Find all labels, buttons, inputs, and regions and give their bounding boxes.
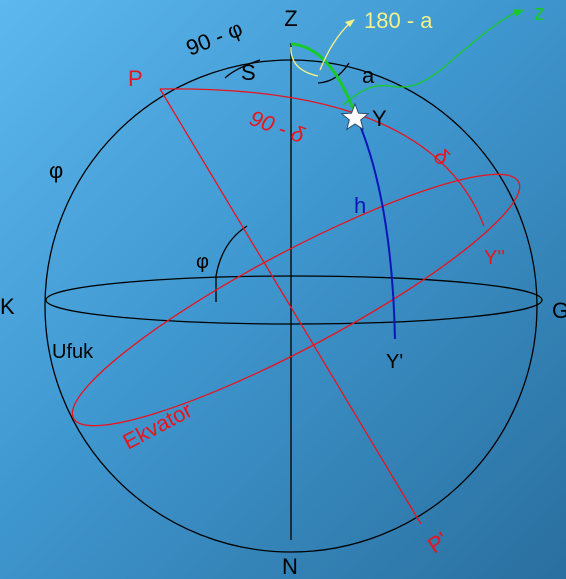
label-zenith: Z [284, 6, 297, 31]
label-celestial-pole: P [128, 66, 143, 91]
vertical-circle-arc [356, 117, 396, 340]
label-latitude-left: φ [49, 158, 63, 183]
celestial-equator [71, 173, 521, 427]
zenith-distance-arrowhead [513, 9, 524, 17]
label-latitude-inner: φ [196, 251, 209, 273]
pole-angle-arc [224, 59, 261, 79]
polar-axis [159, 88, 422, 525]
label-altitude: h [354, 193, 366, 218]
horizon-circle [45, 275, 543, 325]
star-icon [340, 102, 370, 131]
hour-circle-arc [159, 88, 485, 227]
label-star-equator-foot: Y'' [484, 247, 505, 269]
label-star: Y [372, 106, 387, 131]
label-opposite-pole: P' [423, 527, 452, 558]
label-south-point: G [552, 298, 566, 323]
label-declination: δ [428, 144, 454, 170]
label-azimuth: a [362, 63, 375, 88]
label-nadir: N [282, 554, 298, 579]
azimuth-supplement-arc [290, 46, 319, 77]
label-polar-distance: 90 - δ [246, 105, 308, 148]
label-horizon: Ufuk [52, 341, 94, 363]
label-zenith-distance: z [534, 0, 545, 25]
label-north-point: K [0, 294, 15, 319]
latitude-angle-arc [215, 225, 248, 277]
label-azimuth-supplement: 180 - a [364, 8, 433, 33]
azimuth-supplement-pointer [319, 22, 351, 71]
azimuth-arc [317, 62, 350, 84]
label-equator: Ekvator [119, 397, 197, 454]
label-zenith-distance-pole: 90 - φ [183, 16, 246, 61]
azimuth-supplement-arrowhead [345, 19, 355, 27]
label-star-horizon-foot: Y' [386, 351, 403, 373]
zenith-distance-pointer [342, 12, 516, 106]
label-pole-angle: S [241, 60, 256, 85]
